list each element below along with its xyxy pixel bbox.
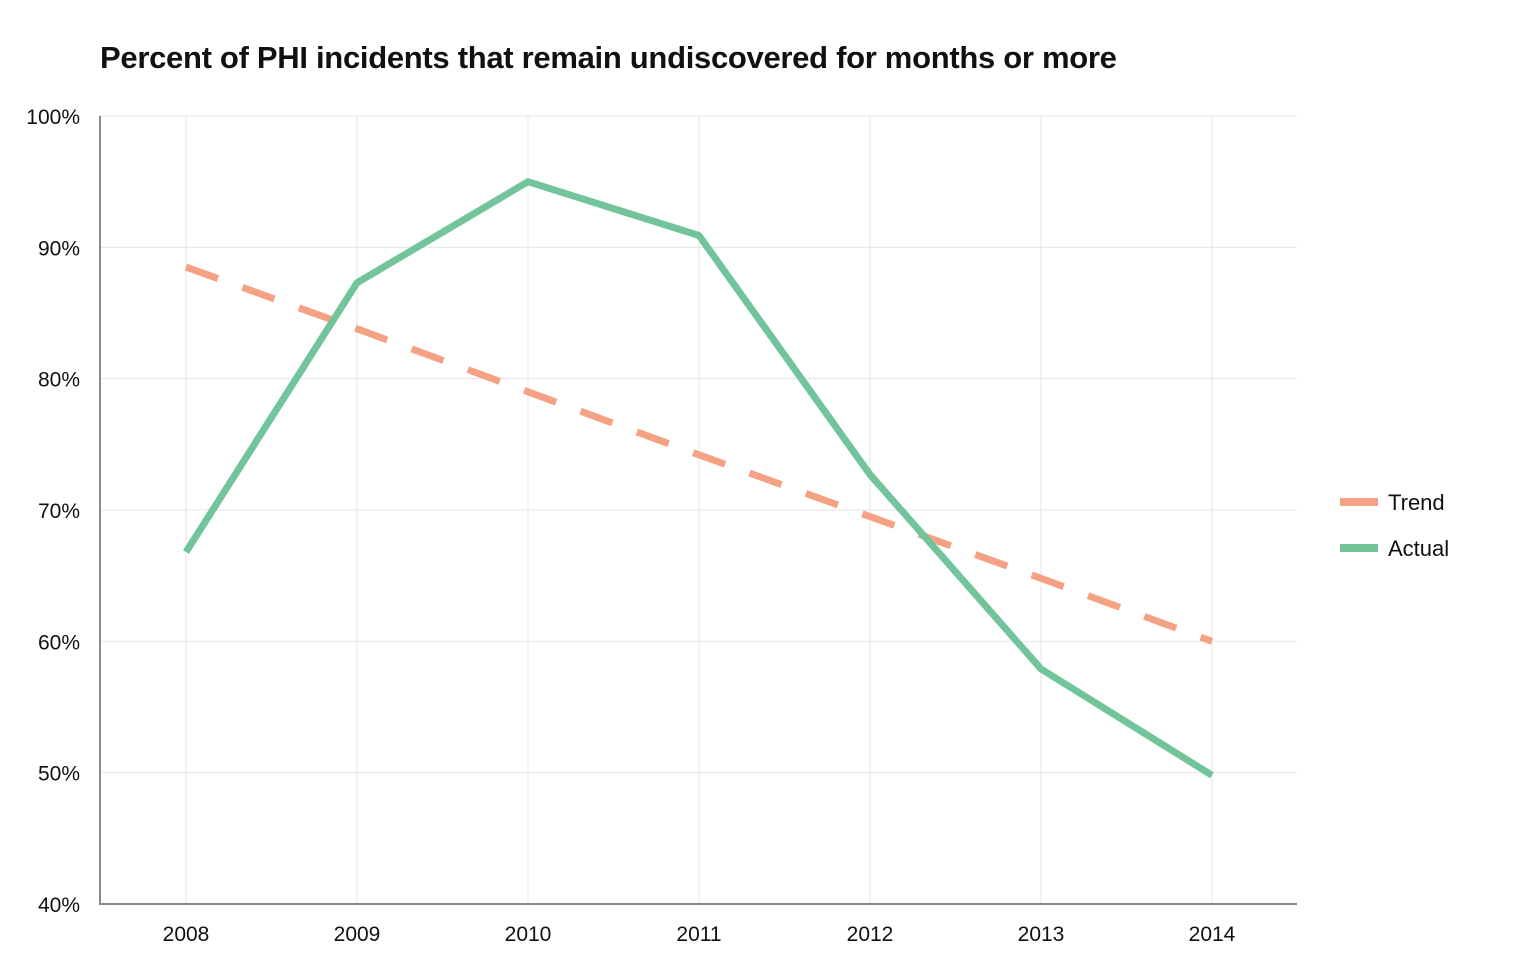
- x-tick-label: 2008: [163, 923, 210, 946]
- series-line-trend: [184, 263, 1214, 645]
- y-tick-label: 100%: [26, 106, 80, 129]
- legend-label-actual: Actual: [1388, 536, 1449, 561]
- axes: [99, 116, 1297, 905]
- series-lines: [183, 178, 1214, 779]
- y-tick-label: 70%: [38, 500, 80, 523]
- x-tick-label: 2009: [334, 923, 381, 946]
- series-line-actual: [183, 178, 1214, 779]
- legend: Trend Actual: [1340, 490, 1449, 561]
- grid-lines: [100, 115, 1297, 904]
- x-tick-label: 2011: [676, 923, 721, 946]
- tick-labels: 40% 50% 60% 70% 80% 90% 100% 2008 2009 2010 2011 20…: [26, 106, 1235, 946]
- y-tick-label: 80%: [38, 369, 80, 392]
- y-tick-label: 40%: [38, 894, 80, 917]
- chart-title: Percent of PHI incidents that remain und…: [100, 40, 1117, 75]
- y-tick-label: 50%: [38, 763, 80, 786]
- x-tick-label: 2013: [1018, 923, 1065, 946]
- y-tick-label: 60%: [38, 631, 80, 654]
- legend-label-trend: Trend: [1388, 490, 1445, 515]
- x-tick-label: 2010: [505, 923, 552, 946]
- x-tick-label: 2012: [847, 923, 894, 946]
- y-tick-label: 90%: [38, 237, 80, 260]
- x-tick-label: 2014: [1189, 923, 1236, 946]
